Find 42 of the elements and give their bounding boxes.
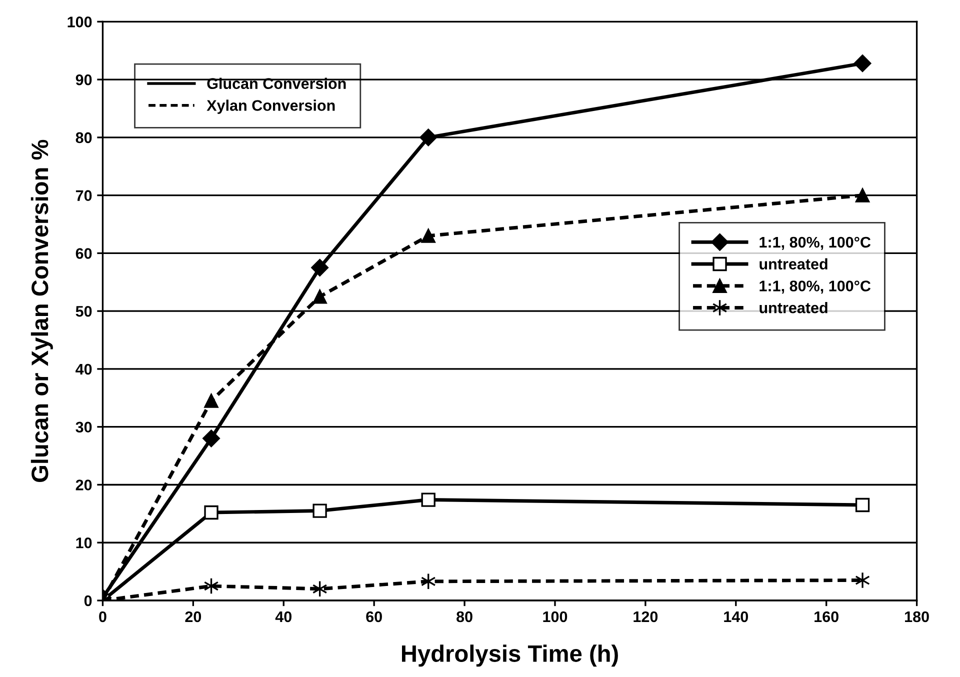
- y-tick-label: 80: [76, 132, 92, 144]
- point: [312, 504, 327, 518]
- point: [855, 498, 870, 512]
- x-tick-label: 40: [275, 611, 292, 622]
- x-tick-label: 180: [905, 611, 929, 622]
- point: [855, 188, 870, 202]
- x-tick-label: 80: [456, 611, 472, 622]
- point: [855, 572, 870, 589]
- point: [421, 228, 436, 243]
- point: [311, 258, 328, 276]
- point: [312, 290, 327, 304]
- y-tick-label: 0: [84, 595, 92, 606]
- point: [204, 394, 218, 408]
- x-tick-label: 60: [366, 611, 382, 622]
- point: [854, 54, 872, 72]
- point: [202, 430, 220, 448]
- y-tick-label: 10: [76, 537, 92, 548]
- y-tick-label: 30: [76, 422, 92, 433]
- x-tick-label: 140: [724, 611, 748, 622]
- point: [421, 492, 436, 507]
- x-tick-label: 20: [185, 611, 202, 622]
- y-tick-label: 100: [68, 16, 92, 28]
- legend-label: untreated: [760, 302, 828, 314]
- annotation: Glucan Conversion: [207, 78, 346, 90]
- legend-label: 1:1, 80%, 100°C: [760, 280, 871, 294]
- x-tick-label: 0: [99, 611, 106, 622]
- x-tick-label: 160: [814, 611, 838, 622]
- y-tick-label: 70: [76, 190, 92, 201]
- y-axis-title: Glucan or Xylan Conversion %: [30, 140, 53, 482]
- x-tick-label: 120: [634, 611, 658, 622]
- annotation: Xylan Conversion: [206, 100, 335, 114]
- y-tick-label: 50: [76, 306, 92, 317]
- y-tick-label: 90: [76, 74, 92, 86]
- x-axis-title: Hydrolysis Time (h): [402, 644, 618, 667]
- point: [420, 128, 438, 146]
- y-tick-label: 60: [76, 248, 92, 259]
- legend-label: untreated: [760, 258, 828, 270]
- point: [204, 505, 218, 520]
- x-tick-label: 100: [543, 611, 568, 622]
- y-tick-label: 40: [76, 364, 92, 375]
- legend-label: 1:1, 80%, 100°C: [760, 236, 871, 250]
- y-tick-label: 20: [76, 480, 92, 490]
